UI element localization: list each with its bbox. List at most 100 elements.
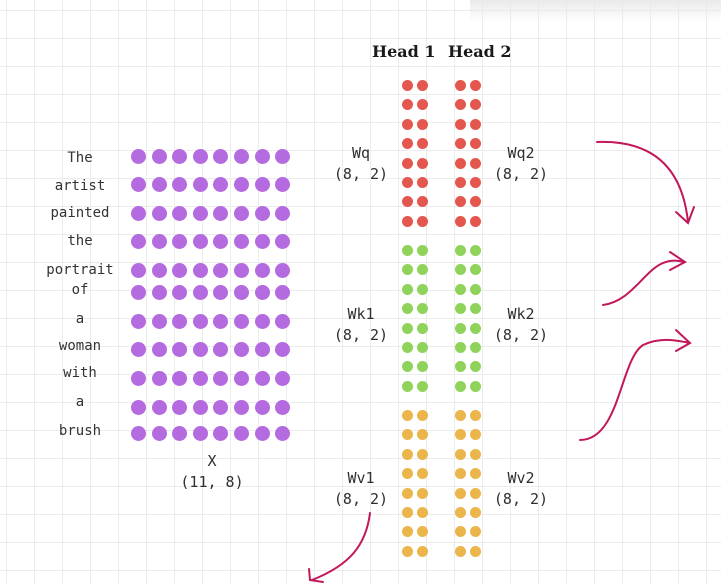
x-matrix-cell — [275, 370, 291, 386]
query-weight-cell-head1 — [417, 215, 428, 227]
token-word: The — [67, 150, 93, 166]
x-matrix-cell — [213, 399, 229, 415]
x-matrix-cell — [213, 176, 229, 192]
key-weight-cell-head2 — [470, 322, 481, 334]
query-weight-cell-head2 — [455, 80, 466, 91]
value-weight-cell-head1 — [417, 448, 428, 460]
x-matrix-cell — [131, 176, 146, 192]
wk2-label: Wk2 (8, 2) — [476, 304, 566, 346]
value-weight-cell-head1 — [402, 526, 413, 538]
arrowhead-q — [675, 206, 695, 225]
query-weight-cell-head1 — [402, 215, 413, 227]
x-matrix-cell — [254, 176, 270, 192]
key-weight-cell-head1 — [417, 342, 428, 353]
x-matrix-cell — [234, 205, 249, 221]
x-matrix-cell — [254, 148, 270, 164]
key-weight-cell-head1 — [417, 245, 428, 256]
x-matrix-cell — [131, 205, 146, 221]
x-matrix-cell — [192, 262, 208, 278]
x-matrix-cell — [131, 233, 146, 249]
query-weight-cell-head1 — [402, 138, 413, 150]
x-matrix-cell — [131, 313, 146, 329]
x-matrix-cell — [234, 425, 249, 441]
wk1-name: Wk1 — [347, 305, 375, 323]
x-matrix-cell — [172, 399, 188, 415]
query-weight-cell-head2 — [455, 118, 466, 130]
x-matrix-cell — [275, 233, 291, 249]
x-matrix-cell — [275, 176, 291, 192]
x-matrix-cell — [151, 262, 167, 278]
x-matrix-cell — [151, 284, 167, 300]
value-weight-cell-head2 — [470, 526, 481, 538]
value-weight-cell-head2 — [470, 429, 481, 441]
arrowhead-k — [669, 251, 687, 271]
x-matrix-cell — [151, 313, 167, 329]
x-matrix-cell — [151, 148, 167, 164]
x-matrix-cell — [172, 341, 188, 357]
x-matrix-cell — [234, 341, 249, 357]
wq-label: Wq (8, 2) — [316, 143, 406, 185]
x-matrix-cell — [275, 284, 291, 300]
head-2-title: Head 2 — [448, 42, 512, 61]
query-weight-cell-head1 — [417, 157, 428, 169]
x-matrix-cell — [172, 284, 188, 300]
x-matrix-cell — [254, 313, 270, 329]
token-word: the — [67, 233, 93, 249]
value-weight-cell-head1 — [417, 429, 428, 441]
value-weight-cell-head2 — [470, 410, 481, 421]
x-matrix-cell — [192, 399, 208, 415]
query-weight-cell-head1 — [402, 196, 413, 208]
value-weight-cell-head1 — [402, 487, 413, 499]
query-weight-cell-head2 — [470, 99, 481, 111]
x-matrix-cell — [254, 370, 270, 386]
x-matrix-cell — [192, 284, 208, 300]
x-matrix-cell — [254, 341, 270, 357]
wk2-name: Wk2 — [507, 305, 535, 323]
x-matrix-cell — [213, 370, 229, 386]
x-matrix-cell — [172, 262, 188, 278]
value-weight-cell-head1 — [417, 410, 428, 421]
x-matrix-cell — [275, 313, 291, 329]
x-matrix-cell — [234, 284, 249, 300]
key-weight-cell-head2 — [455, 342, 466, 353]
query-weight-cell-head2 — [455, 196, 466, 208]
wk1-shape: (8, 2) — [333, 326, 389, 344]
arrowhead-v — [675, 329, 692, 352]
x-matrix-cell — [131, 284, 146, 300]
key-weight-cell-head1 — [417, 303, 428, 315]
token-word: a — [75, 394, 85, 410]
value-weight-cell-head2 — [455, 410, 466, 421]
x-matrix-cell — [151, 425, 167, 441]
value-weight-cell-head1 — [402, 468, 413, 480]
value-weight-cell-head2 — [455, 448, 466, 460]
value-weight-cell-head1 — [417, 526, 428, 538]
x-matrix-cell — [131, 370, 146, 386]
key-weight-cell-head1 — [417, 322, 428, 334]
query-weight-cell-head1 — [417, 118, 428, 130]
x-matrix-cell — [151, 341, 167, 357]
query-weight-cell-head1 — [402, 118, 413, 130]
query-weight-cell-head2 — [470, 118, 481, 130]
token-word: artist — [54, 178, 106, 194]
arrow-q — [596, 140, 689, 223]
wv2-label: Wv2 (8, 2) — [476, 468, 566, 510]
token-word: portrait — [46, 262, 114, 278]
key-weight-cell-head2 — [455, 264, 466, 276]
key-weight-cell-head1 — [402, 245, 413, 256]
x-matrix-cell — [151, 233, 167, 249]
key-weight-cell-head2 — [470, 245, 481, 256]
key-weight-cell-head1 — [417, 264, 428, 276]
token-word: brush — [58, 423, 102, 439]
x-matrix-cell — [192, 370, 208, 386]
x-matrix-cell — [151, 370, 167, 386]
query-weight-cell-head2 — [455, 215, 466, 227]
x-matrix-cell — [192, 341, 208, 357]
arrow-v — [579, 338, 691, 441]
query-weight-cell-head1 — [402, 80, 413, 91]
value-weight-cell-head2 — [455, 429, 466, 441]
x-matrix-name: X — [207, 452, 217, 470]
x-matrix-cell — [213, 341, 229, 357]
query-weight-cell-head2 — [455, 99, 466, 111]
x-matrix-cell — [192, 205, 208, 221]
wq2-name: Wq2 — [507, 144, 535, 162]
